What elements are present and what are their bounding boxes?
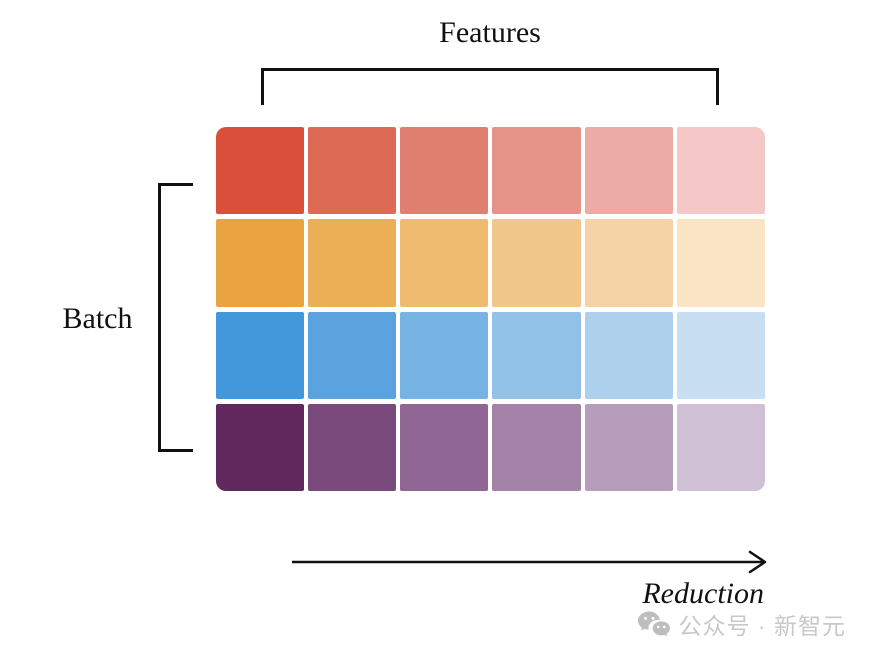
grid-cell-r4-c2	[308, 403, 397, 491]
reduction-label: Reduction	[642, 577, 764, 610]
features-bracket	[261, 68, 719, 105]
grid-cell-r1-c5	[584, 127, 673, 215]
grid-cell-r1-c1	[216, 127, 305, 215]
grid-cell-r2-c2	[308, 219, 397, 307]
grid-cell-r1-c6	[676, 127, 765, 215]
grid-cell-r4-c6	[676, 403, 765, 491]
batch-bracket	[158, 183, 193, 452]
reduction-arrow-icon	[292, 550, 767, 574]
watermark-text: 公众号 · 新智元	[678, 613, 846, 639]
grid-cell-r4-c3	[400, 403, 489, 491]
grid-cell-r3-c4	[492, 311, 581, 399]
grid-cell-r2-c3	[400, 219, 489, 307]
grid-cell-r3-c1	[216, 311, 305, 399]
grid-cell-r4-c1	[216, 403, 305, 491]
grid-cell-r2-c1	[216, 219, 305, 307]
grid-cell-r3-c5	[584, 311, 673, 399]
grid-cell-r2-c4	[492, 219, 581, 307]
grid-cell-r3-c6	[676, 311, 765, 399]
grid-cell-r2-c6	[676, 219, 765, 307]
grid-cell-r1-c4	[492, 127, 581, 215]
features-label: Features	[439, 16, 541, 49]
wechat-icon	[637, 611, 670, 637]
grid-cell-r1-c2	[308, 127, 397, 215]
watermark: 公众号 · 新智元	[637, 607, 846, 641]
grid-cell-r2-c5	[584, 219, 673, 307]
grid-cell-r4-c4	[492, 403, 581, 491]
grid-cell-r3-c3	[400, 311, 489, 399]
grid-cell-r4-c5	[584, 403, 673, 491]
grid-cell-r3-c2	[308, 311, 397, 399]
color-grid	[216, 127, 765, 491]
grid-cell-r1-c3	[400, 127, 489, 215]
batch-label: Batch	[62, 302, 133, 335]
